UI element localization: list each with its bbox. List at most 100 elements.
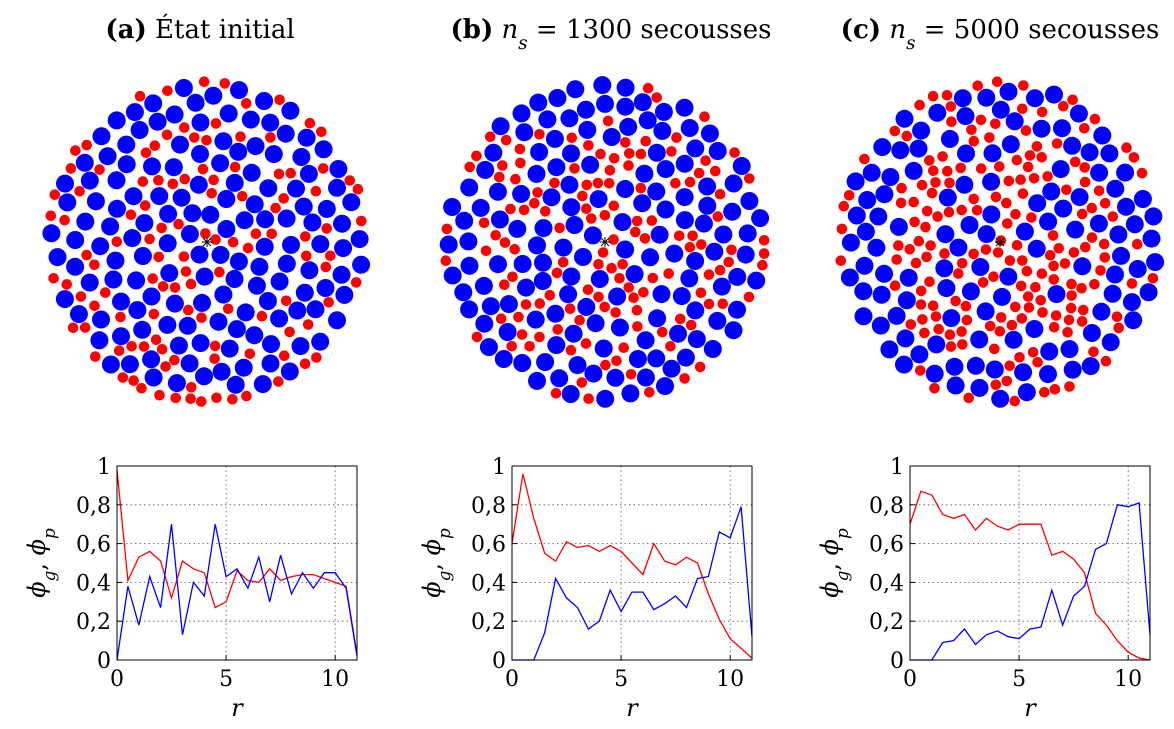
small-particle [891, 254, 902, 265]
large-particle [840, 268, 859, 287]
small-particle [700, 155, 711, 166]
small-particle [635, 148, 647, 160]
small-particle [566, 132, 578, 144]
small-particle [61, 279, 72, 290]
large-particle [740, 192, 759, 210]
large-particle [583, 226, 602, 245]
large-particle [970, 378, 989, 397]
small-particle [980, 244, 992, 255]
large-particle [498, 323, 517, 341]
small-particle [138, 341, 150, 352]
small-particle [532, 187, 543, 198]
large-particle [910, 345, 929, 364]
large-particle [1124, 311, 1143, 330]
large-particle [169, 336, 188, 355]
large-particle [311, 235, 330, 254]
large-particle [261, 113, 280, 132]
large-particle [676, 348, 695, 367]
small-particle [950, 295, 961, 307]
large-particle [454, 283, 473, 302]
small-particle [977, 277, 989, 288]
large-particle [560, 109, 579, 128]
small-particle [507, 271, 518, 283]
small-particle [703, 269, 715, 280]
small-particle [1086, 202, 1098, 214]
large-particle [977, 88, 996, 107]
small-particle [162, 85, 173, 97]
large-particle [708, 142, 727, 160]
large-particle [574, 248, 592, 266]
small-particle [285, 167, 297, 179]
large-particle [1116, 163, 1135, 182]
panel-title-part: (c) [841, 15, 881, 45]
large-particle [584, 364, 603, 383]
large-particle [1142, 229, 1161, 248]
large-particle [698, 177, 717, 196]
small-particle [599, 210, 611, 221]
small-particle [956, 204, 967, 216]
large-particle [253, 375, 272, 394]
small-particle [617, 259, 628, 270]
y-tick-label: 0,6 [869, 533, 904, 558]
large-particle [1042, 182, 1061, 201]
large-particle [475, 314, 494, 333]
large-particle [991, 100, 1010, 119]
large-particle [1117, 197, 1135, 216]
large-particle [528, 236, 546, 255]
large-particle [871, 316, 890, 335]
small-particle [1026, 212, 1037, 223]
y-axis-label-part: ϕ [418, 581, 446, 597]
large-particle [190, 245, 209, 264]
small-particle [723, 256, 734, 268]
large-particle [443, 198, 462, 216]
large-particle [636, 331, 655, 350]
small-particle [628, 292, 639, 304]
small-particle [1001, 197, 1012, 209]
large-particle [165, 294, 184, 313]
small-particle [710, 165, 721, 177]
large-particle [576, 100, 595, 119]
small-particle [908, 196, 919, 208]
series-line [909, 490, 1151, 661]
small-particle [1021, 265, 1033, 277]
small-particle [975, 114, 987, 126]
large-particle [108, 199, 126, 218]
large-particle [565, 216, 584, 234]
large-particle [1005, 112, 1024, 131]
large-particle [1070, 188, 1089, 207]
large-particle [714, 225, 733, 244]
large-particle [530, 143, 549, 161]
small-particle [1061, 184, 1072, 196]
large-particle [708, 311, 727, 330]
small-particle [919, 327, 930, 339]
large-particle [896, 329, 915, 348]
small-particle [490, 230, 502, 241]
plot-frame [909, 465, 1151, 661]
small-particle [1065, 302, 1077, 314]
panel-title: (b) ns = 1300 secousses [450, 15, 771, 54]
large-particle [854, 282, 873, 301]
small-particle [524, 341, 535, 352]
small-particle [593, 259, 604, 270]
large-particle [291, 337, 310, 356]
small-particle [1015, 280, 1027, 292]
small-particle [310, 185, 322, 197]
x-tick-label: 0 [505, 667, 519, 692]
large-particle [648, 309, 667, 328]
x-tick-label: 0 [903, 667, 917, 692]
small-particle [1058, 100, 1069, 112]
large-particle [1122, 293, 1141, 312]
x-axis-label: r [231, 694, 244, 722]
small-particle [222, 303, 234, 315]
large-particle [562, 198, 581, 217]
y-axis-label: ϕg, ϕp [418, 528, 454, 598]
large-particle [909, 139, 928, 158]
small-particle [666, 146, 677, 157]
small-particle [944, 177, 955, 189]
large-particle [135, 214, 154, 233]
large-particle [148, 112, 167, 131]
y-tick-label: 0,4 [76, 571, 111, 596]
small-particle [623, 282, 634, 293]
large-particle [214, 285, 233, 304]
small-particle [956, 326, 967, 337]
